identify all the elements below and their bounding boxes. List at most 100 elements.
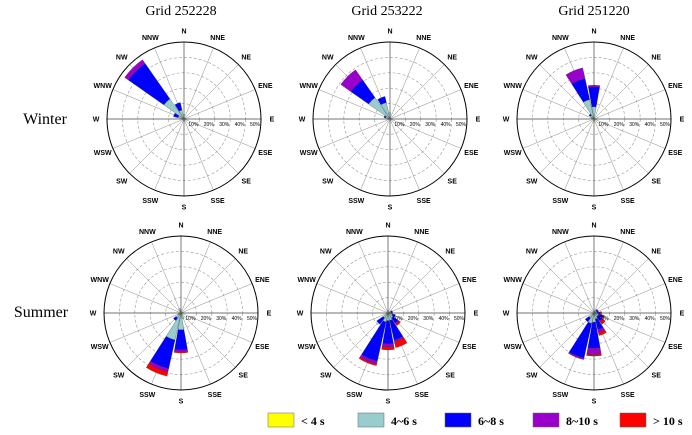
direction-label-ssw: SSW bbox=[139, 392, 155, 399]
rose-bar-s bbox=[381, 343, 395, 348]
direction-label-w: W bbox=[93, 117, 100, 124]
rose-bar-se bbox=[599, 318, 606, 325]
direction-label-wnw: WNW bbox=[504, 277, 523, 284]
direction-label-e: E bbox=[680, 117, 685, 124]
direction-label-nne: NNE bbox=[620, 229, 635, 236]
direction-label-w: W bbox=[299, 117, 306, 124]
direction-label-sw: SW bbox=[526, 373, 538, 380]
direction-spoke bbox=[593, 258, 649, 314]
direction-spoke bbox=[360, 118, 391, 191]
direction-spoke bbox=[593, 283, 666, 314]
rose-bar-nw bbox=[588, 113, 592, 117]
radial-tick-label: 40% bbox=[645, 316, 656, 322]
radial-tick-label: 30% bbox=[216, 316, 227, 322]
direction-spoke bbox=[387, 258, 443, 314]
direction-spoke bbox=[318, 89, 391, 120]
rose-bar-ese bbox=[601, 314, 605, 319]
direction-spoke bbox=[154, 118, 185, 191]
windrose-panels: 10% 20% 30% 40% 50%NNNENEENEEESESESSESSSWSWW… bbox=[90, 29, 685, 406]
direction-label-ene: ENE bbox=[668, 277, 683, 284]
rose-bar-nnw bbox=[178, 308, 181, 312]
direction-label-ese: ESE bbox=[462, 344, 476, 351]
rose-bar-s bbox=[586, 353, 602, 357]
direction-label-ssw: SSW bbox=[348, 198, 364, 205]
direction-label-nw: NW bbox=[526, 248, 538, 255]
direction-label-ese: ESE bbox=[464, 150, 478, 157]
direction-spoke bbox=[389, 118, 420, 191]
direction-spoke bbox=[593, 89, 666, 120]
legend-swatch-3 bbox=[444, 412, 472, 428]
direction-label-nw: NW bbox=[113, 248, 125, 255]
rose-bar-nw bbox=[124, 59, 146, 81]
legend-swatch-4 bbox=[532, 412, 560, 428]
direction-label-s: S bbox=[388, 205, 393, 212]
direction-label-e: E bbox=[476, 117, 481, 124]
direction-label-sw: SW bbox=[116, 179, 128, 186]
rose-bar-ssw bbox=[361, 320, 387, 362]
direction-label-ne: NE bbox=[241, 54, 251, 61]
direction-spoke bbox=[180, 258, 236, 314]
direction-label-nw: NW bbox=[116, 54, 128, 61]
direction-label-ne: NE bbox=[651, 54, 661, 61]
rose-bar-ese bbox=[391, 313, 396, 318]
rose-bar-nnw bbox=[565, 67, 586, 85]
direction-label-ssw: SSW bbox=[346, 392, 362, 399]
direction-spoke bbox=[539, 258, 595, 314]
direction-label-wnw: WNW bbox=[91, 277, 110, 284]
column-title-2: Grid 253222 bbox=[351, 4, 422, 19]
radial-tick-label: 50% bbox=[250, 122, 261, 128]
radial-tick-label: 30% bbox=[629, 316, 640, 322]
direction-spoke bbox=[593, 118, 649, 174]
direction-label-wsw: WSW bbox=[91, 344, 109, 351]
radial-tick-label: 30% bbox=[629, 122, 640, 128]
direction-label-ene: ENE bbox=[255, 277, 270, 284]
direction-spoke bbox=[180, 312, 253, 343]
direction-spoke bbox=[183, 47, 214, 120]
direction-label-sw: SW bbox=[526, 179, 538, 186]
direction-label-nw: NW bbox=[320, 248, 332, 255]
direction-label-nnw: NNW bbox=[552, 35, 569, 42]
direction-spoke bbox=[126, 258, 182, 314]
direction-label-ne: NE bbox=[651, 248, 661, 255]
radial-tick-label: 20% bbox=[204, 122, 215, 128]
windrose-panel: 10% 20% 30% 40% 50% N NNE NE ENE E ESE SE SSE S SSW SW W… bbox=[299, 29, 481, 212]
direction-spoke bbox=[389, 47, 420, 120]
direction-spoke bbox=[180, 312, 211, 385]
windrose-panel: 10% 20% 30% 40% 50% N NNE NE ENE E ESE SE SSE S SSW SW W… bbox=[90, 223, 272, 406]
direction-spoke bbox=[129, 118, 185, 174]
legend-swatch-2 bbox=[357, 412, 385, 428]
windrose-panel: 10% 20% 30% 40% 50% N NNE NE ENE E ESE SE SSE S SSW SW W… bbox=[503, 223, 685, 406]
row-labels: Winter Summer bbox=[14, 111, 69, 321]
direction-label-n: N bbox=[591, 223, 596, 230]
direction-spoke bbox=[151, 241, 182, 314]
direction-spoke bbox=[183, 89, 256, 120]
rose-bar-nnw bbox=[174, 102, 183, 112]
rose-bar-e bbox=[599, 311, 602, 315]
direction-label-n: N bbox=[385, 223, 390, 230]
direction-label-sse: SSE bbox=[621, 198, 635, 205]
direction-label-sse: SSE bbox=[211, 198, 225, 205]
legend-swatch-1 bbox=[267, 412, 295, 428]
column-titles: Grid 252228 Grid 253222 Grid 251220 bbox=[145, 4, 629, 19]
direction-label-wnw: WNW bbox=[94, 83, 113, 90]
direction-label-nnw: NNW bbox=[139, 229, 156, 236]
rose-bar-e bbox=[185, 118, 188, 120]
rose-bar-e bbox=[390, 312, 393, 314]
radial-tick-label: 50% bbox=[660, 122, 671, 128]
direction-label-wnw: WNW bbox=[300, 83, 319, 90]
radial-tick-label: 50% bbox=[454, 316, 465, 322]
legend-label-5: > 10 s bbox=[653, 414, 683, 428]
direction-label-nw: NW bbox=[526, 54, 538, 61]
direction-spoke bbox=[387, 241, 418, 314]
direction-spoke bbox=[318, 118, 391, 149]
legend: < 4 s 4~6 s 6~8 s 8~10 s > 10 s bbox=[267, 412, 683, 428]
direction-label-sse: SSE bbox=[415, 392, 429, 399]
direction-label-wnw: WNW bbox=[298, 277, 317, 284]
radial-tick-label: 30% bbox=[425, 122, 436, 128]
direction-label-ne: NE bbox=[238, 248, 248, 255]
rose-bar-ene bbox=[390, 310, 393, 313]
direction-label-wsw: WSW bbox=[504, 344, 522, 351]
direction-spoke bbox=[358, 241, 389, 314]
direction-label-ssw: SSW bbox=[552, 198, 568, 205]
